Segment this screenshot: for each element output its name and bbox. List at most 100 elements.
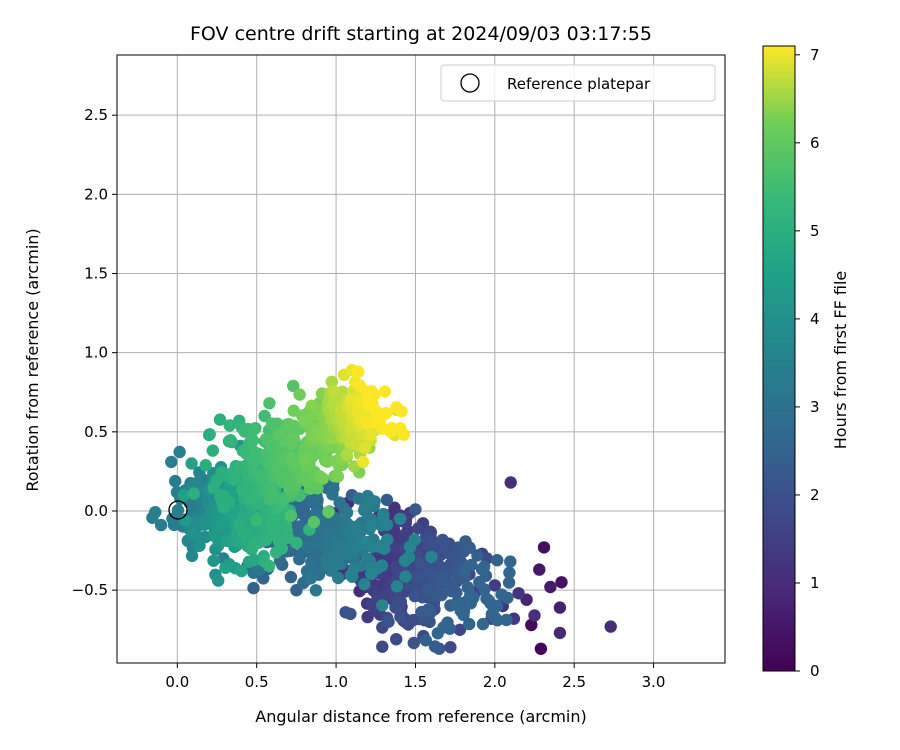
y-tick-label: 1.5 <box>84 265 108 283</box>
scatter-point <box>290 536 303 550</box>
scatter-point <box>237 527 251 540</box>
scatter-point <box>332 571 345 585</box>
scatter-point <box>298 415 311 428</box>
scatter-point <box>284 509 298 522</box>
legend-box <box>440 64 716 102</box>
chart-title: FOV centre drift starting at 2024/09/03 … <box>190 23 652 45</box>
scatter-point <box>306 430 319 443</box>
scatter-point <box>477 560 491 573</box>
scatter-point <box>354 428 367 441</box>
y-tick-label: 0.5 <box>84 423 108 441</box>
scatter-point <box>376 599 389 612</box>
scatter-point <box>248 553 261 567</box>
scatter-point <box>409 503 422 516</box>
colorbar-tick-label: 4 <box>810 310 820 328</box>
scatter-point <box>378 385 391 398</box>
scatter-point <box>382 615 395 628</box>
scatter-point <box>173 445 186 459</box>
scatter-point <box>284 478 297 492</box>
colorbar: 0 1 2 3 4 5 6 7 Hours from first FF file <box>762 45 850 680</box>
scatter-point <box>490 599 504 613</box>
y-tick-label: 1.0 <box>84 344 108 362</box>
scatter-point <box>501 591 514 604</box>
scatter-point <box>169 474 182 488</box>
scatter-point <box>187 527 200 540</box>
scatter-point <box>419 634 432 647</box>
scatter-point <box>356 455 370 469</box>
scatter-point <box>238 425 251 438</box>
scatter-point <box>309 537 323 550</box>
scatter-point <box>228 473 241 486</box>
scatter-point <box>187 477 200 490</box>
scatter-point <box>366 397 379 411</box>
colorbar-tick-label: 6 <box>810 134 820 152</box>
legend: Reference platepar <box>440 64 716 102</box>
scatter-point <box>283 418 296 432</box>
x-axis-label: Angular distance from reference (arcmin) <box>255 707 586 726</box>
scatter-point <box>223 419 236 432</box>
scatter-point <box>249 446 262 460</box>
scatter-point <box>233 460 247 474</box>
scatter-point <box>458 562 471 575</box>
scatter-point <box>376 640 389 653</box>
scatter-point <box>269 546 283 559</box>
scatter-point <box>316 472 329 485</box>
scatter-point <box>377 511 390 524</box>
scatter-point <box>450 586 463 599</box>
scatter-point <box>412 522 425 535</box>
scatter-point <box>212 574 225 587</box>
x-tick-label: 2.0 <box>483 673 507 691</box>
scatter-point <box>437 621 450 634</box>
scatter-point <box>368 495 381 508</box>
scatter-point <box>435 572 448 585</box>
scatter-point <box>344 607 357 621</box>
colorbar-ticks: 0 1 2 3 4 5 6 7 <box>795 46 820 680</box>
scatter-point <box>345 547 358 560</box>
y-tick-label: −0.5 <box>72 581 108 599</box>
scatter-point <box>365 519 378 533</box>
plot-frame <box>116 54 726 664</box>
scatter-point <box>247 581 260 595</box>
scatter-point <box>393 512 407 525</box>
scatter-point <box>287 432 300 445</box>
scatter-point <box>265 483 278 496</box>
scatter-point <box>358 578 371 591</box>
scatter-point <box>333 496 346 509</box>
reference-platepar-marker <box>168 500 188 520</box>
scatter-point <box>421 583 434 596</box>
scatter-point <box>544 580 557 594</box>
scatter-point <box>246 492 259 505</box>
x-tick-label: 1.5 <box>404 673 428 691</box>
scatter-point <box>187 487 200 500</box>
scatter-point <box>305 399 318 412</box>
scatter-point <box>422 603 435 616</box>
scatter-point <box>196 531 209 544</box>
scatter-points <box>146 363 617 655</box>
scatter-point <box>171 504 185 517</box>
scatter-point <box>503 566 516 579</box>
scatter-point <box>206 444 219 457</box>
scatter-point <box>347 562 361 575</box>
x-tick-label: 0.0 <box>165 673 189 691</box>
scatter-point <box>454 604 467 618</box>
scatter-point <box>471 549 484 562</box>
scatter-point <box>340 448 353 462</box>
x-tick-label: 3.0 <box>642 673 666 691</box>
scatter-point <box>502 576 516 589</box>
colorbar-tick-label: 5 <box>810 222 820 240</box>
scatter-point <box>476 617 490 631</box>
scatter-point <box>604 620 617 633</box>
scatter-point <box>360 536 374 549</box>
scatter-point <box>285 452 299 465</box>
scatter-point <box>287 404 300 417</box>
scatter-point <box>399 570 412 583</box>
scatter-point <box>259 533 273 547</box>
scatter-point <box>207 554 220 567</box>
scatter-point <box>397 428 411 441</box>
scatter-point <box>177 489 190 502</box>
colorbar-tick-label: 1 <box>810 574 820 592</box>
scatter-point <box>360 552 373 565</box>
scatter-point <box>491 554 504 567</box>
scatter-point <box>555 576 568 589</box>
